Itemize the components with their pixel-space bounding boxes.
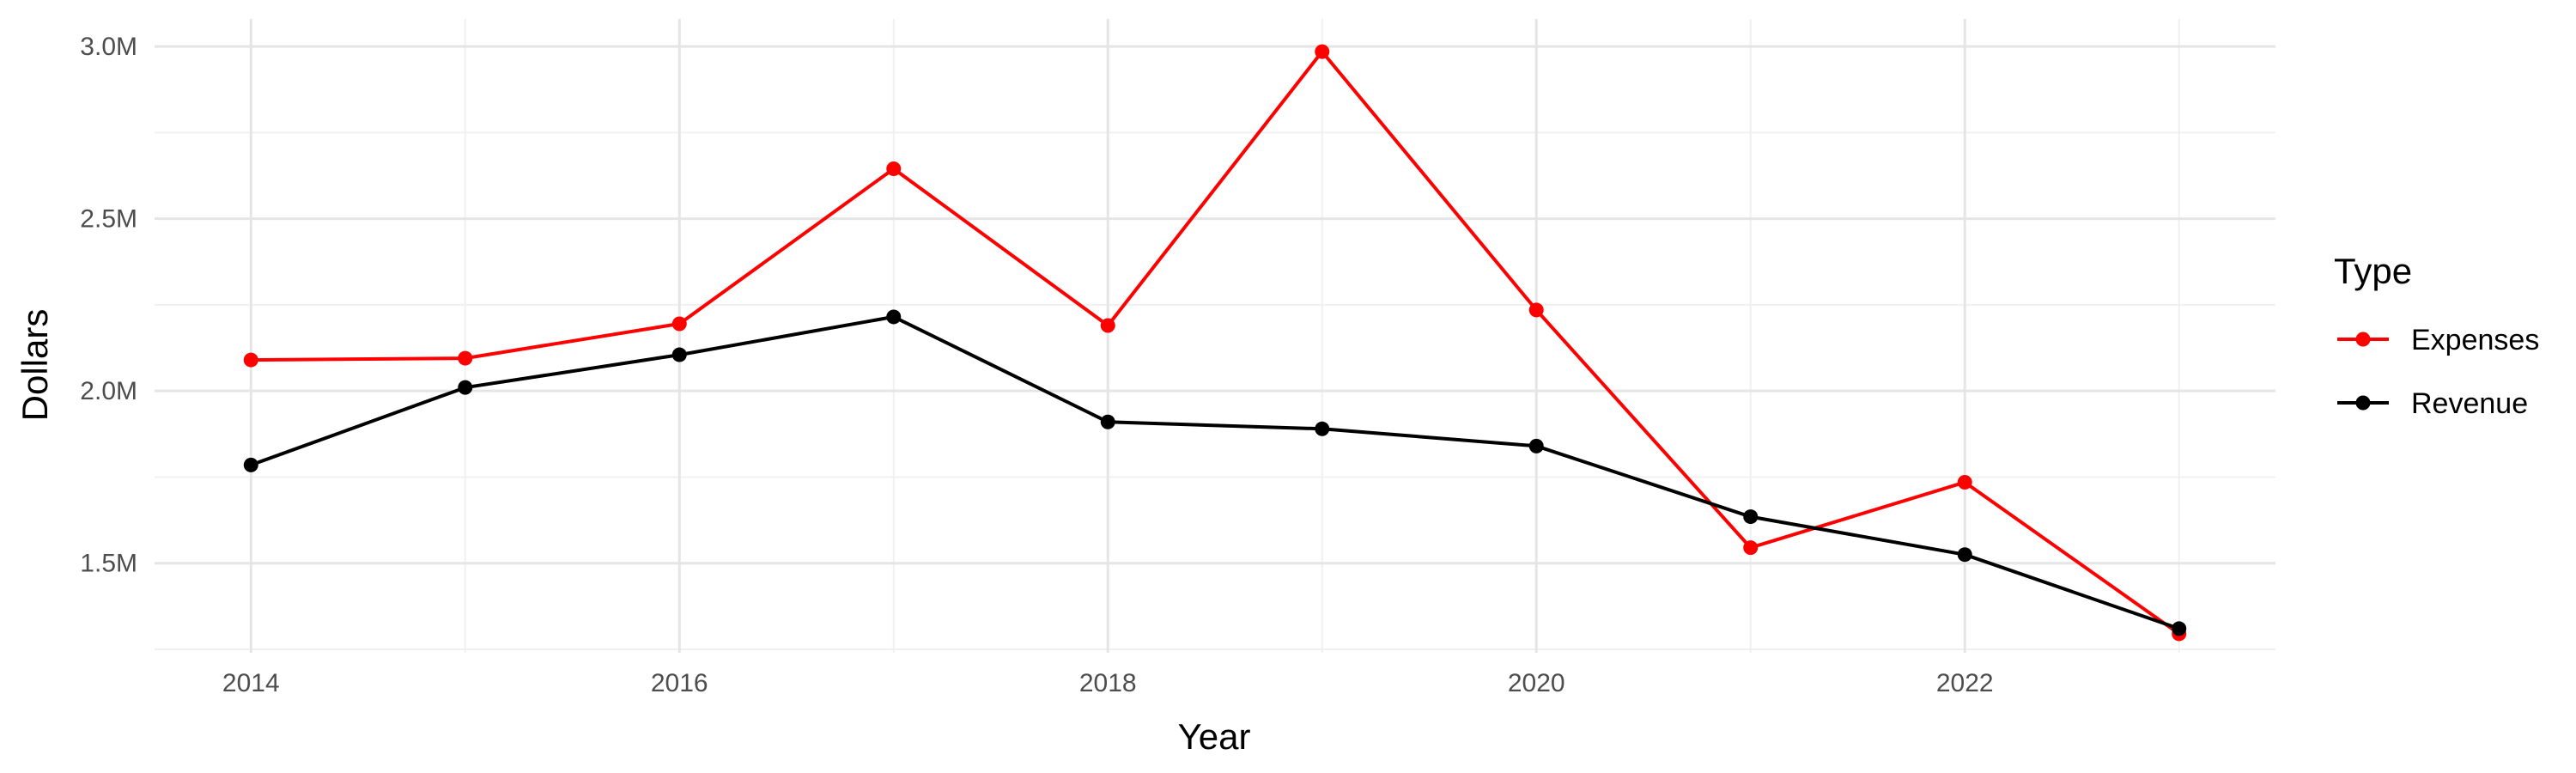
x-tick-label: 2022 — [1936, 669, 1994, 697]
legend: Type Expenses Revenue — [2334, 251, 2539, 420]
series-line-expenses — [251, 50, 2180, 636]
series-line-revenue — [250, 314, 2180, 630]
y-tick-label: 2.0M — [80, 377, 137, 405]
y-tick-label: 3.0M — [80, 33, 137, 61]
x-tick-label: 2018 — [1079, 669, 1137, 697]
legend-item-revenue: Revenue — [2337, 387, 2528, 420]
y-tick-label: 2.5M — [80, 205, 137, 234]
legend-title: Type — [2334, 251, 2412, 291]
data-point-expenses — [458, 350, 473, 366]
legend-key-point-expenses — [2355, 332, 2371, 347]
data-point-expenses — [1957, 474, 1972, 490]
data-point-expenses — [243, 352, 258, 368]
x-axis-ticks: 2014 2016 2018 2020 2022 — [222, 669, 1994, 697]
legend-items: Expenses Revenue — [2337, 324, 2539, 420]
y-tick-label: 1.5M — [80, 550, 137, 578]
data-point-revenue — [458, 380, 473, 395]
grid-lines — [155, 19, 2275, 653]
data-point-revenue — [1100, 414, 1115, 429]
data-point-expenses — [1100, 318, 1115, 333]
x-tick-label: 2020 — [1508, 669, 1565, 697]
data-point-revenue — [671, 347, 687, 362]
data-point-expenses — [886, 161, 902, 176]
x-axis-title: Year — [1178, 716, 1251, 757]
legend-label-expenses: Expenses — [2411, 324, 2539, 356]
data-point-revenue — [1315, 421, 1330, 436]
legend-key-point-revenue — [2355, 395, 2371, 411]
data-point-expenses — [671, 316, 687, 332]
data-point-revenue — [1957, 547, 1972, 563]
series-revenue — [243, 309, 2187, 636]
data-point-expenses — [1743, 540, 1759, 556]
data-point-revenue — [243, 457, 258, 472]
data-point-revenue — [1743, 509, 1759, 525]
data-point-revenue — [1528, 438, 1544, 453]
series-lines — [243, 44, 2187, 642]
data-point-revenue — [2172, 621, 2187, 636]
legend-label-revenue: Revenue — [2411, 387, 2528, 420]
x-tick-label: 2016 — [651, 669, 708, 697]
data-point-revenue — [886, 309, 902, 325]
data-point-expenses — [1315, 44, 1330, 59]
data-point-expenses — [1528, 302, 1544, 318]
legend-item-expenses: Expenses — [2337, 324, 2539, 356]
y-axis-ticks: 1.5M 2.0M 2.5M 3.0M — [80, 33, 137, 578]
y-axis-title: Dollars — [15, 309, 55, 422]
series-expenses — [243, 44, 2187, 642]
x-tick-label: 2014 — [222, 669, 280, 697]
